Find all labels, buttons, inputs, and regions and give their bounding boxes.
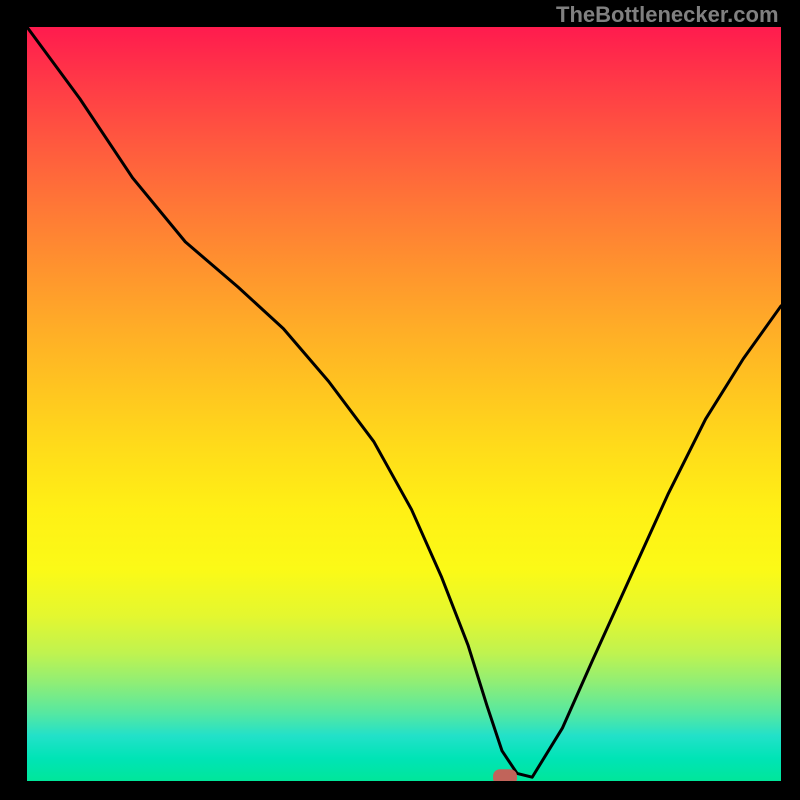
chart-stage: TheBottlenecker.com: [0, 0, 800, 800]
plot-area: [27, 27, 781, 781]
bottleneck-curve-plot: [27, 27, 781, 781]
gradient-background: [27, 27, 781, 781]
watermark-text: TheBottlenecker.com: [556, 2, 779, 28]
optimal-point-marker: [493, 769, 517, 781]
